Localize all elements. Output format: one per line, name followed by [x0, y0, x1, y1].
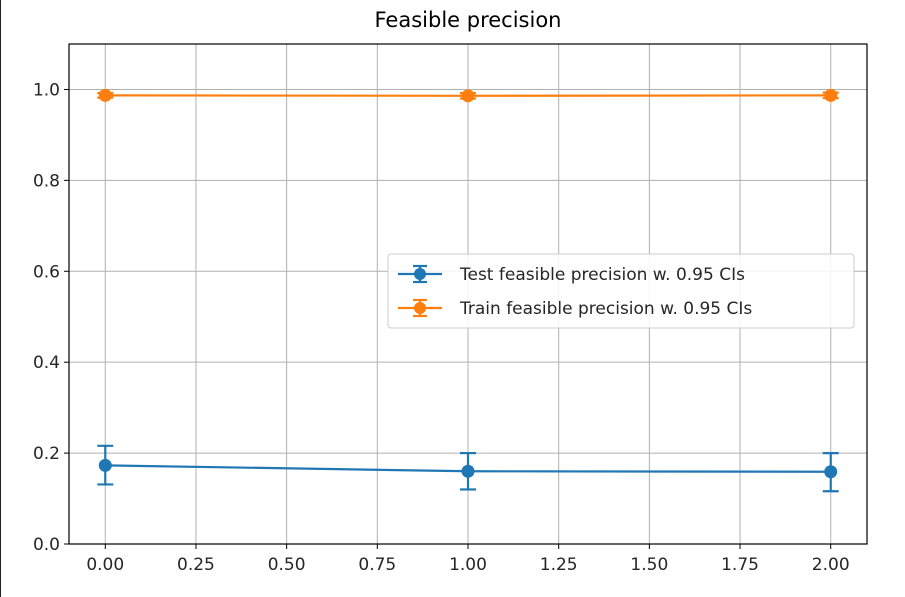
legend-swatch-marker [414, 302, 426, 314]
data-point [98, 88, 112, 102]
x-tick-label: 1.00 [449, 555, 487, 575]
legend-item: Test feasible precision w. 0.95 CIs [398, 264, 745, 285]
x-tick-label: 1.75 [721, 555, 759, 575]
x-tick-label: 0.25 [177, 555, 215, 575]
x-tick-label: 1.25 [540, 555, 578, 575]
x-tick-label: 0.75 [358, 555, 396, 575]
data-point [461, 464, 475, 478]
data-point [461, 89, 475, 103]
legend-swatch-marker [414, 268, 426, 280]
series-train [97, 88, 839, 103]
legend-item: Train feasible precision w. 0.95 CIs [398, 298, 752, 319]
legend: Test feasible precision w. 0.95 CIs Train… [387, 253, 855, 329]
series-layer [97, 88, 839, 493]
chart-title: Feasible precision [375, 8, 562, 32]
data-point [824, 88, 838, 102]
y-tick-label: 1.0 [33, 80, 60, 100]
series-test [97, 444, 839, 493]
x-tick-label: 0.00 [86, 555, 124, 575]
window-left-border [0, 0, 1, 597]
legend-label: Train feasible precision w. 0.95 CIs [459, 299, 752, 319]
legend-box [387, 253, 855, 329]
y-tick-label: 0.2 [33, 444, 60, 464]
y-tick-label: 0.0 [33, 535, 60, 555]
axes-layer: 0.00 0.25 0.50 0.75 1.00 1.25 1.50 1.75 2.00 0.0 0… [33, 80, 850, 575]
y-tick-label: 0.4 [33, 353, 60, 373]
legend-label: Test feasible precision w. 0.95 CIs [459, 265, 745, 285]
x-tick-label: 0.50 [268, 555, 306, 575]
data-point [824, 465, 838, 479]
y-tick-label: 0.6 [33, 262, 60, 282]
y-tick-label: 0.8 [33, 171, 60, 191]
x-tick-label: 1.50 [630, 555, 668, 575]
data-point [98, 458, 112, 472]
x-tick-label: 2.00 [812, 555, 850, 575]
